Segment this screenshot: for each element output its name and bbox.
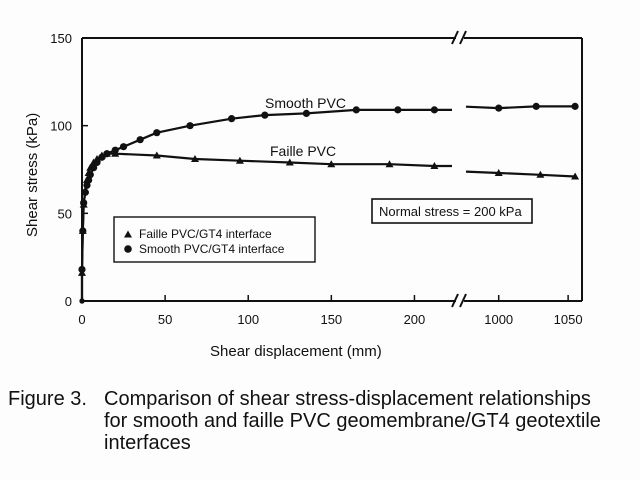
x-tick-label: 50 — [158, 312, 172, 327]
data-point-faille — [430, 162, 439, 169]
y-tick-label: 50 — [58, 206, 72, 221]
data-point-faille — [285, 158, 294, 166]
data-point-smooth — [153, 129, 161, 137]
data-point-faille — [79, 200, 88, 208]
legend-triangle-marker — [124, 230, 132, 238]
x-tick-label: 150 — [320, 312, 342, 327]
legend-faille: Faille PVC/GT4 interface — [139, 227, 272, 241]
caption-line-3: interfaces — [104, 432, 191, 454]
x-tick-label: 1050 — [554, 312, 583, 327]
data-point-faille — [93, 155, 101, 162]
data-point-faille — [97, 151, 106, 159]
data-point-faille — [191, 155, 199, 162]
data-point-smooth — [261, 111, 269, 119]
data-point-faille — [536, 170, 545, 178]
x-axis-label: Shear displacement (mm) — [210, 343, 382, 360]
legend-box — [113, 216, 316, 263]
annotation-normal-stress: Normal stress = 200 kPa — [379, 204, 522, 219]
x-tick-label: 0 — [78, 312, 85, 327]
data-point-smooth — [186, 122, 194, 130]
legend-circle-marker — [124, 245, 132, 253]
caption-text: Comparison of shear stress-displacement … — [104, 388, 624, 454]
data-point-faille — [111, 149, 120, 157]
data-point-faille — [571, 172, 580, 180]
y-tick-label: 0 — [65, 294, 72, 309]
series-markers — [78, 102, 580, 304]
data-point-faille — [102, 149, 111, 157]
figure-caption: Figure 3. Comparison of shear stress-dis… — [8, 388, 634, 454]
data-point-smooth — [228, 115, 236, 123]
data-point-faille — [78, 226, 87, 234]
data-point-smooth — [571, 102, 579, 110]
caption-label: Figure 3. — [8, 388, 87, 410]
x-tick-label: 200 — [404, 312, 426, 327]
data-point-smooth — [394, 106, 402, 114]
curve-label-faille: Faille PVC — [270, 143, 336, 159]
data-point-faille — [385, 160, 394, 168]
x-tick-label: 1000 — [484, 312, 513, 327]
data-point — [79, 298, 85, 304]
caption-line-2: for smooth and faille PVC geomembrane/GT… — [104, 410, 601, 432]
data-point-faille — [86, 163, 95, 171]
caption-line-1: Comparison of shear stress-displacement … — [104, 388, 591, 410]
axis-break-top — [451, 30, 467, 45]
data-point-smooth — [430, 106, 438, 114]
data-point-smooth — [495, 104, 503, 112]
y-tick-label: 150 — [50, 31, 72, 46]
legend-smooth: Smooth PVC/GT4 interface — [139, 242, 285, 256]
data-point-faille — [83, 176, 91, 183]
x-tick-label: 100 — [237, 312, 259, 327]
data-point-smooth — [136, 136, 144, 144]
data-point-faille — [152, 151, 161, 159]
y-tick-label: 100 — [50, 119, 72, 134]
series-line-smooth-right — [465, 105, 576, 110]
series-line-faille-right — [465, 170, 576, 178]
legend: Faille PVC/GT4 interface Smooth PVC/GT4 … — [113, 216, 316, 263]
curve-label-smooth: Smooth PVC — [265, 95, 346, 111]
data-point-smooth — [352, 106, 360, 114]
data-point-smooth — [119, 143, 128, 151]
y-axis-label: Shear stress (kPa) — [24, 113, 41, 237]
data-point-smooth — [532, 102, 540, 110]
annotation-box — [371, 198, 533, 224]
data-point-faille — [494, 169, 503, 176]
data-point-faille — [81, 186, 90, 194]
data-point-faille — [84, 169, 93, 176]
data-point-smooth — [302, 109, 310, 117]
axis-ticks: 0 50 100 150 0 50 100 150 200 1000 1050 — [50, 31, 582, 327]
data-point-faille — [327, 160, 336, 168]
data-point-faille — [235, 156, 244, 164]
data-point-faille — [78, 268, 86, 276]
axis-break-bottom — [451, 293, 467, 308]
